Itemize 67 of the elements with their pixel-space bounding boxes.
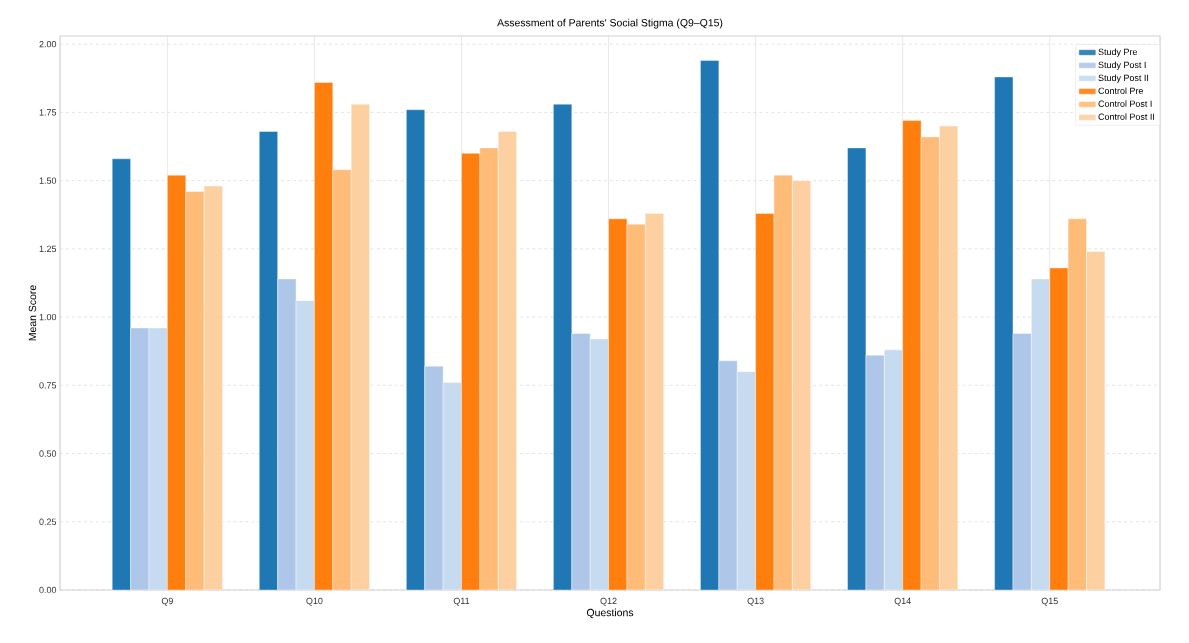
- legend-label: Study Post I: [1098, 61, 1146, 70]
- bar: [571, 333, 591, 590]
- y-tick-label: 0.50: [39, 450, 57, 457]
- bar: [994, 76, 1014, 590]
- x-tick-label: Q11: [453, 597, 470, 606]
- bar: [259, 131, 278, 590]
- bar: [792, 180, 811, 590]
- y-tick-label: 1.50: [39, 177, 57, 184]
- x-tick-label: Q15: [1041, 597, 1058, 606]
- bar: [424, 366, 444, 590]
- bar: [1067, 218, 1087, 590]
- bar: [847, 147, 867, 590]
- x-tick-label: Q14: [894, 597, 911, 606]
- bar: [1031, 278, 1050, 590]
- bar: [277, 278, 297, 590]
- bar: [332, 169, 352, 590]
- bar: [461, 153, 481, 590]
- bar: [112, 158, 131, 590]
- bar: [920, 136, 940, 590]
- bar: [498, 131, 517, 590]
- x-axis-title: Questions: [586, 608, 634, 619]
- chart-title: Assessment of Parents' Social Stigma (Q9–Q15): [497, 18, 723, 29]
- legend-label: Control Post I: [1098, 100, 1152, 107]
- bar: [939, 125, 959, 590]
- bar: [589, 338, 609, 590]
- bar: [737, 371, 756, 590]
- legend-label: Control Post II: [1098, 113, 1155, 120]
- bar: [755, 213, 775, 590]
- y-tick-label: 1.00: [39, 313, 57, 321]
- legend-label: Study Pre: [1098, 48, 1138, 57]
- bar: [203, 185, 223, 590]
- bar: [553, 104, 572, 590]
- y-tick-label: 0.75: [39, 382, 57, 389]
- bar: [130, 327, 150, 590]
- y-tick-label: 1.75: [39, 109, 57, 116]
- bar: [645, 213, 664, 590]
- bar: [1012, 333, 1032, 590]
- bar: [626, 224, 646, 590]
- bar: [406, 109, 425, 590]
- bar: [865, 355, 885, 590]
- y-tick-label: 1.25: [39, 245, 57, 253]
- legend-label: Study Post II: [1098, 74, 1149, 83]
- bar: [314, 82, 333, 590]
- bar: [479, 147, 499, 590]
- bar: [700, 60, 720, 590]
- bar: [442, 382, 462, 590]
- bar: [718, 360, 738, 590]
- bar: [773, 174, 793, 590]
- x-tick-label: Q12: [600, 597, 617, 606]
- bar: [351, 104, 370, 590]
- bar: [185, 191, 205, 590]
- bar: [902, 120, 922, 590]
- legend-label: Control Pre: [1098, 87, 1143, 94]
- x-tick-label: Q13: [747, 597, 764, 606]
- x-tick-label: Q10: [306, 597, 323, 606]
- bar: [1049, 267, 1069, 590]
- bar: [296, 300, 315, 590]
- bar: [167, 174, 186, 590]
- bar: [608, 218, 628, 590]
- y-tick-label: 2.00: [39, 41, 57, 48]
- y-tick-label: 0.25: [39, 518, 57, 525]
- y-axis-title: Mean Score: [28, 285, 37, 341]
- bar: [1086, 251, 1106, 590]
- bar: [884, 349, 903, 590]
- y-tick-label: 0.00: [39, 586, 57, 594]
- x-tick-label: Q9: [161, 597, 173, 606]
- bar: [148, 327, 168, 590]
